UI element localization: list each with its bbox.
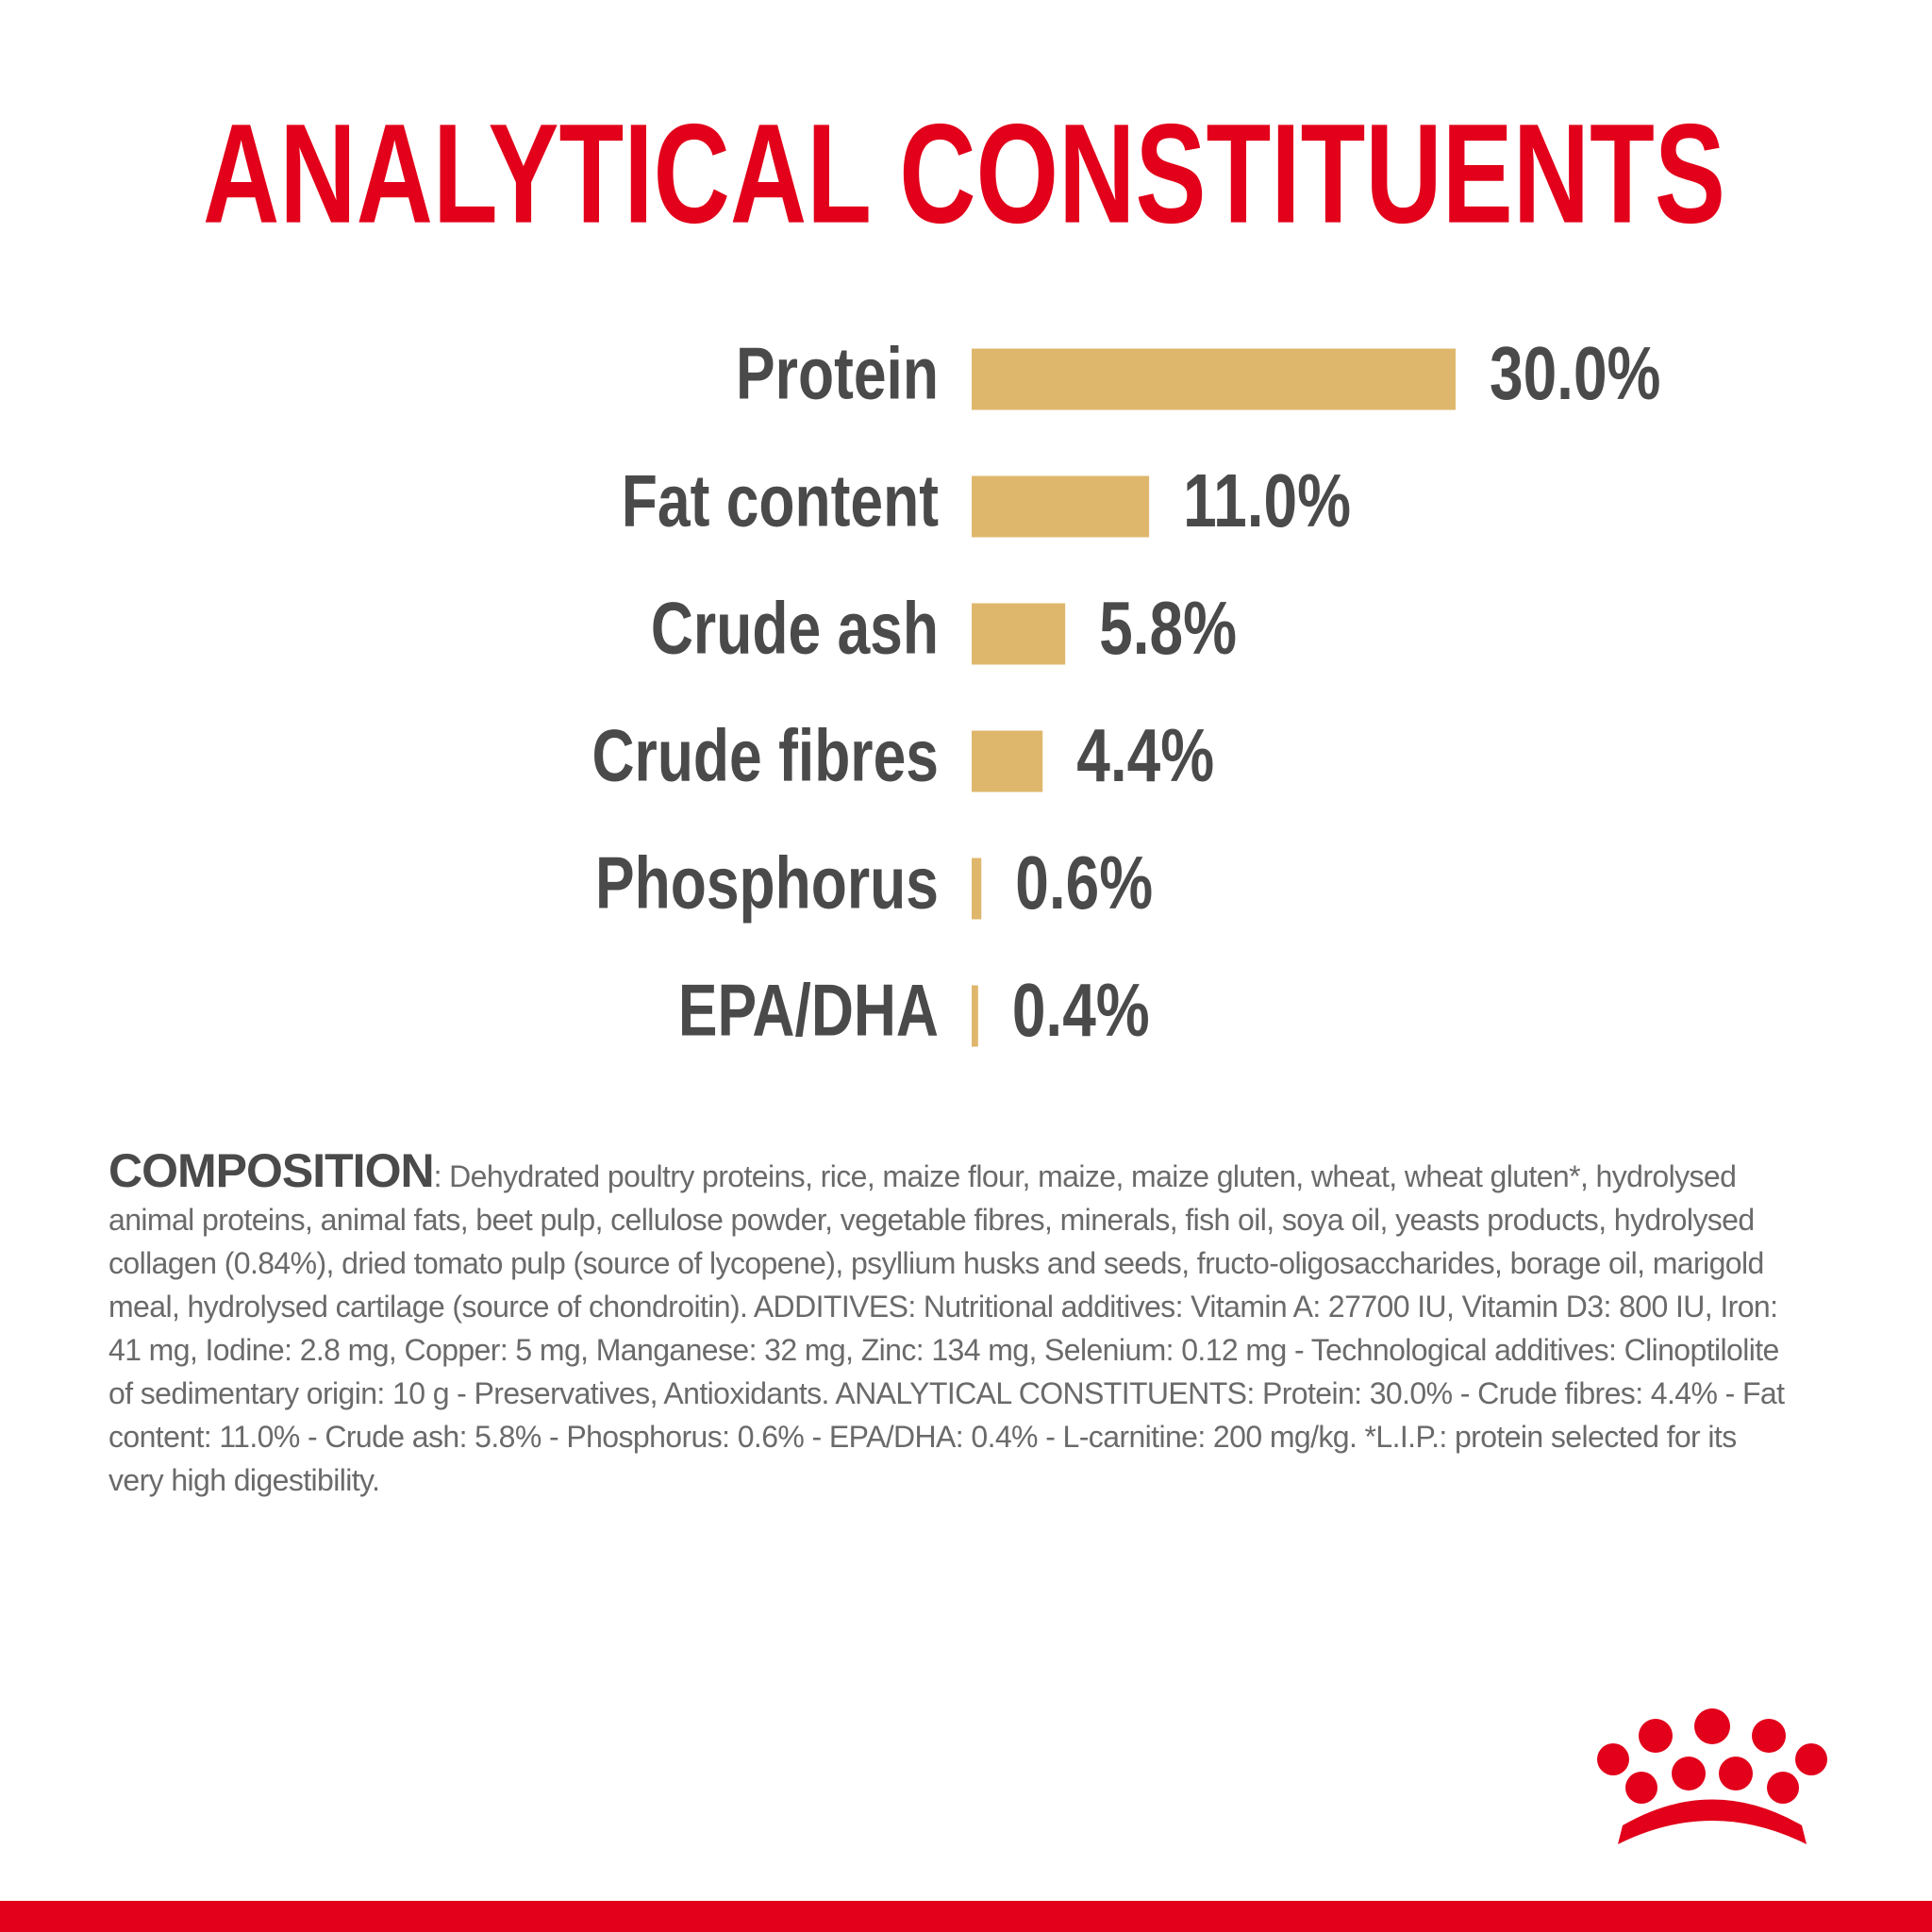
composition-label: COMPOSITION <box>108 1144 435 1197</box>
category-group: Crude fibres <box>591 714 939 796</box>
bar <box>972 603 1066 665</box>
category-label: Crude ash <box>651 587 939 669</box>
category-label: Protein <box>736 332 939 414</box>
category-group: EPA/DHA <box>678 969 939 1051</box>
composition: COMPOSITION: Dehydrated poultry proteins… <box>108 1147 1797 1502</box>
category-group: Phosphorus <box>595 841 939 924</box>
bar <box>972 985 978 1047</box>
logo <box>1597 1708 1827 1844</box>
value-label: 5.8% <box>1099 586 1237 670</box>
value-group: 0.4% <box>1012 968 1150 1052</box>
category-label: Crude fibres <box>591 714 939 796</box>
category-label: Phosphorus <box>595 841 939 924</box>
bar <box>972 475 1150 538</box>
value-group: 0.6% <box>1015 841 1153 924</box>
value-group: 5.8% <box>1099 586 1237 670</box>
value-group: 4.4% <box>1076 713 1214 797</box>
chart-title: ANALYTICAL CONSTITUENTS <box>203 94 1725 253</box>
category-group: Crude ash <box>651 587 939 669</box>
footer-bar <box>0 1901 1932 1932</box>
value-label: 0.4% <box>1012 968 1150 1052</box>
bar <box>972 348 1456 410</box>
bar <box>972 730 1043 792</box>
value-group: 11.0% <box>1183 458 1351 542</box>
category-label: EPA/DHA <box>678 969 939 1051</box>
category-label: Fat content <box>622 459 939 541</box>
category-group: Protein <box>736 332 939 414</box>
bar <box>972 858 982 920</box>
value-label: 30.0% <box>1490 331 1660 415</box>
composition-text: : Dehydrated poultry proteins, rice, mai… <box>108 1159 1785 1497</box>
category-group: Fat content <box>622 459 939 541</box>
value-label: 11.0% <box>1183 458 1351 542</box>
value-group: 30.0% <box>1490 331 1660 415</box>
value-label: 0.6% <box>1015 841 1153 924</box>
value-label: 4.4% <box>1076 713 1214 797</box>
